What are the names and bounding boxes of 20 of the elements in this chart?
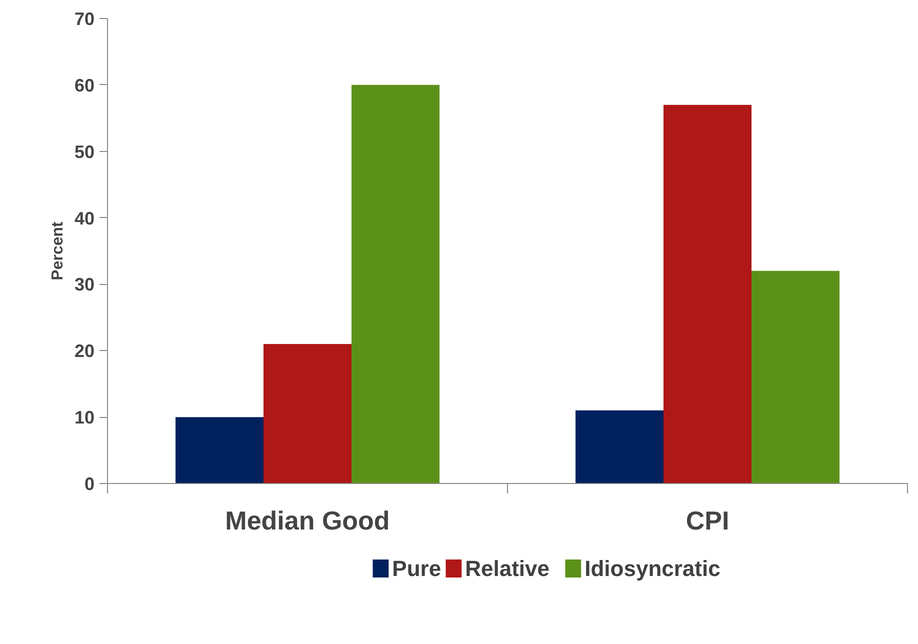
y-tick-label: 50: [74, 142, 95, 162]
x-tick-label: Median Good: [225, 506, 390, 536]
bar: [352, 84, 440, 484]
legend-label: Relative: [465, 556, 550, 581]
bar: [752, 270, 840, 484]
legend-label: Idiosyncratic: [584, 556, 720, 581]
x-tick-label: CPI: [686, 506, 730, 536]
bar: [664, 104, 752, 484]
bar: [176, 417, 264, 484]
y-tick-label: 0: [84, 474, 95, 494]
bar: [576, 410, 664, 484]
y-tick-label: 30: [74, 274, 95, 295]
y-tick-label: 10: [74, 408, 95, 428]
legend-label: Pure: [392, 556, 442, 581]
y-tick-label: 70: [74, 9, 95, 29]
y-axis-title: Percent: [49, 220, 66, 280]
y-tick-label: 60: [74, 75, 95, 96]
y-tick-label: 20: [74, 341, 95, 362]
y-tick-label: 40: [74, 208, 95, 228]
bar: [264, 344, 352, 484]
